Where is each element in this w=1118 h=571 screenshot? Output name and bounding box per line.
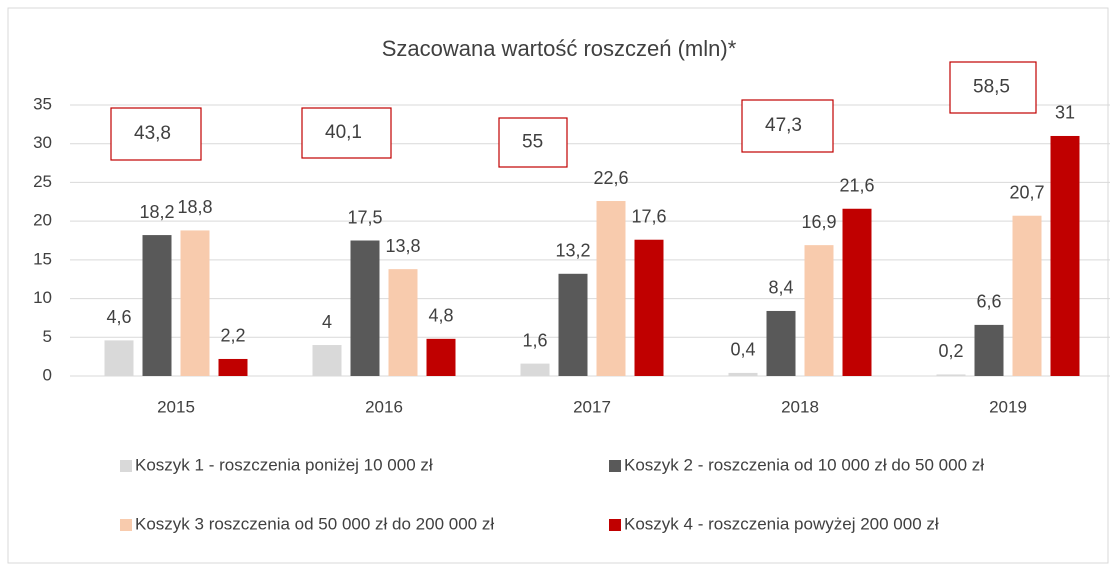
bar	[936, 374, 966, 376]
value-label: 31	[1055, 103, 1075, 123]
y-tick-label: 0	[43, 365, 52, 384]
legend-swatch	[120, 519, 132, 531]
value-label: 18,8	[177, 197, 212, 217]
x-tick-label: 2017	[573, 397, 611, 416]
value-label: 20,7	[1009, 182, 1044, 202]
legend-swatch	[120, 460, 132, 472]
value-label: 17,5	[347, 207, 382, 227]
bar	[728, 372, 758, 376]
value-label: 4	[322, 312, 332, 332]
value-label: 22,6	[593, 168, 628, 188]
value-label: 0,4	[730, 340, 755, 360]
value-label: 4,6	[106, 307, 131, 327]
bar	[1050, 135, 1080, 376]
chart-border	[7, 7, 1109, 564]
x-tick-label: 2015	[157, 397, 195, 416]
bar	[766, 310, 796, 376]
annotation: 43,8	[134, 123, 171, 144]
annotation: 40,1	[325, 122, 362, 143]
chart-title: Szacowana wartość roszczeń (mln)*	[382, 36, 737, 61]
value-label: 4,8	[428, 306, 453, 326]
bar	[142, 235, 172, 376]
bar	[426, 338, 456, 376]
value-label: 2,2	[220, 326, 245, 346]
x-tick-label: 2019	[989, 397, 1027, 416]
bar	[1012, 215, 1042, 376]
bar	[388, 269, 418, 376]
legend-label: Koszyk 2 - roszczenia od 10 000 zł do 50…	[624, 455, 984, 474]
x-tick-label: 2016	[365, 397, 403, 416]
bar	[634, 239, 664, 376]
value-label: 0,2	[938, 341, 963, 361]
bar	[218, 358, 248, 376]
bar	[180, 230, 210, 376]
value-label: 18,2	[139, 202, 174, 222]
value-label: 6,6	[976, 292, 1001, 312]
bar	[596, 201, 626, 376]
annotation: 55	[522, 132, 543, 153]
bar	[104, 340, 134, 376]
annotation-box	[949, 61, 1037, 114]
x-tick-label: 2018	[781, 397, 819, 416]
legend-swatch	[609, 460, 621, 472]
annotation: 58,5	[973, 77, 1010, 98]
y-tick-label: 25	[33, 172, 52, 191]
value-label: 13,8	[385, 236, 420, 256]
bar	[842, 208, 872, 376]
annotation-box	[741, 99, 834, 153]
y-tick-label: 5	[43, 327, 52, 346]
value-label: 17,6	[631, 206, 666, 226]
annotation-box	[110, 107, 202, 161]
bar	[974, 324, 1004, 376]
annotation: 47,3	[765, 115, 802, 136]
value-label: 8,4	[768, 278, 793, 298]
bar	[520, 363, 550, 376]
annotation-box	[498, 117, 568, 168]
value-label: 1,6	[522, 330, 547, 350]
legend-label: Koszyk 3 roszczenia od 50 000 zł do 200 …	[135, 514, 494, 533]
bar	[312, 345, 342, 376]
annotation-box	[301, 107, 392, 159]
bar	[558, 273, 588, 376]
legend-swatch	[609, 519, 621, 531]
bar	[804, 245, 834, 376]
legend-label: Koszyk 1 - roszczenia poniżej 10 000 zł	[135, 455, 433, 474]
y-tick-label: 10	[33, 288, 52, 307]
legend-label: Koszyk 4 - roszczenia powyżej 200 000 zł	[624, 514, 939, 533]
value-label: 21,6	[839, 176, 874, 196]
y-tick-label: 30	[33, 133, 52, 152]
y-tick-label: 20	[33, 211, 52, 230]
value-label: 13,2	[555, 241, 590, 261]
value-label: 16,9	[801, 212, 836, 232]
bar	[350, 240, 380, 376]
y-tick-label: 15	[33, 249, 52, 268]
y-tick-label: 35	[33, 94, 52, 113]
